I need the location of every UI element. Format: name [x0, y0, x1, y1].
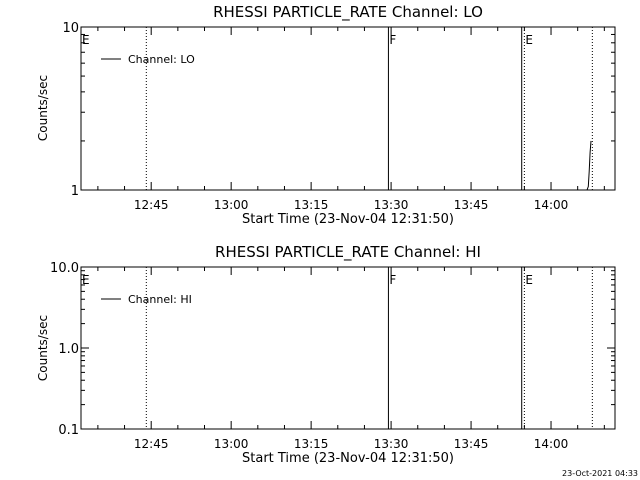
x-tick-label: 14:00	[534, 437, 569, 451]
y-tick-label: 1.0	[58, 342, 79, 357]
marker-label: E	[525, 273, 533, 287]
y-axis-label: Counts/sec	[36, 315, 50, 381]
footer-timestamp: 23-Oct-2021 04:33	[562, 469, 638, 478]
legend-label: Channel: LO	[128, 53, 195, 66]
x-tick-label: 13:45	[454, 198, 489, 212]
x-axis-label: Start Time (23-Nov-04 12:31:50)	[242, 451, 454, 466]
x-tick-label: 12:45	[134, 198, 169, 212]
plot-frame	[80, 26, 616, 191]
x-tick-label: 12:45	[134, 437, 169, 451]
x-tick-label: 13:45	[454, 437, 489, 451]
y-tick-label: 10	[62, 21, 79, 36]
marker-label: F	[389, 273, 396, 287]
x-tick-label: 13:00	[214, 198, 249, 212]
chart-title: RHESSI PARTICLE_RATE Channel: HI	[215, 243, 481, 262]
x-axis-label: Start Time (23-Nov-04 12:31:50)	[242, 212, 454, 227]
legend-label: Channel: HI	[128, 293, 192, 306]
marker-label: E	[82, 33, 90, 47]
series-line	[586, 140, 592, 191]
x-tick-label: 13:30	[374, 437, 409, 451]
x-tick-label: 14:00	[534, 198, 569, 212]
x-tick-label: 13:15	[294, 437, 329, 451]
panel-lo: RHESSI PARTICLE_RATE Channel: LO Start Ti…	[36, 3, 616, 227]
chart-title: RHESSI PARTICLE_RATE Channel: LO	[213, 3, 483, 22]
y-tick-label: 1	[71, 184, 79, 199]
x-tick-label: 13:15	[294, 198, 329, 212]
y-tick-label: 0.1	[58, 423, 79, 438]
y-tick-label: 10.0	[50, 261, 79, 276]
marker-label: F	[389, 33, 396, 47]
plot-frame	[80, 266, 616, 430]
marker-label: E	[525, 33, 533, 47]
x-tick-label: 13:30	[374, 198, 409, 212]
y-axis-label: Counts/sec	[36, 75, 50, 141]
panel-hi: RHESSI PARTICLE_RATE Channel: HI Start Ti…	[36, 243, 616, 466]
x-tick-label: 13:00	[214, 437, 249, 451]
marker-label: E	[82, 273, 90, 287]
